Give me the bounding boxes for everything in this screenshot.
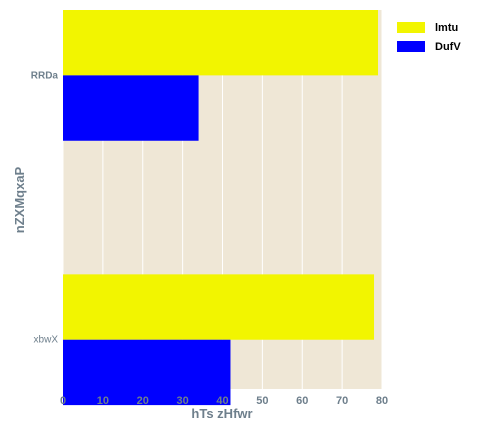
bars bbox=[63, 10, 379, 406]
x-tick-label-10: 10 bbox=[97, 395, 109, 407]
x-tick-label-70: 70 bbox=[336, 395, 348, 407]
x-tick-label-80: 80 bbox=[376, 395, 388, 407]
x-tick-label-40: 40 bbox=[216, 395, 228, 407]
bar-lmtu-xbwx bbox=[63, 274, 375, 340]
x-axis-title: hTs zHfwr bbox=[191, 406, 252, 421]
x-axis-ticks: 0 10 20 30 40 50 60 70 80 bbox=[60, 395, 388, 407]
bar-lmtu-rrda bbox=[63, 10, 379, 76]
legend: lmtu DufV bbox=[397, 22, 461, 53]
legend-swatch-lmtu bbox=[397, 22, 425, 33]
y-axis-title: nZXMqxaP bbox=[12, 166, 27, 233]
x-tick-label-50: 50 bbox=[256, 395, 268, 407]
legend-swatch-dufv bbox=[397, 41, 425, 52]
x-tick-label-60: 60 bbox=[296, 395, 308, 407]
x-tick-label-30: 30 bbox=[177, 395, 189, 407]
x-tick-label-0: 0 bbox=[60, 395, 66, 407]
legend-label-dufv: DufV bbox=[435, 41, 461, 53]
y-category-label-xbwx: xbwX bbox=[34, 335, 59, 346]
y-axis-categories: RRDa xbwX bbox=[31, 70, 59, 345]
y-category-label-rrda: RRDa bbox=[31, 70, 59, 81]
x-tick-label-20: 20 bbox=[137, 395, 149, 407]
bar-dufv-xbwx bbox=[63, 339, 231, 406]
legend-label-lmtu: lmtu bbox=[435, 22, 458, 34]
bar-dufv-rrda bbox=[63, 75, 199, 141]
